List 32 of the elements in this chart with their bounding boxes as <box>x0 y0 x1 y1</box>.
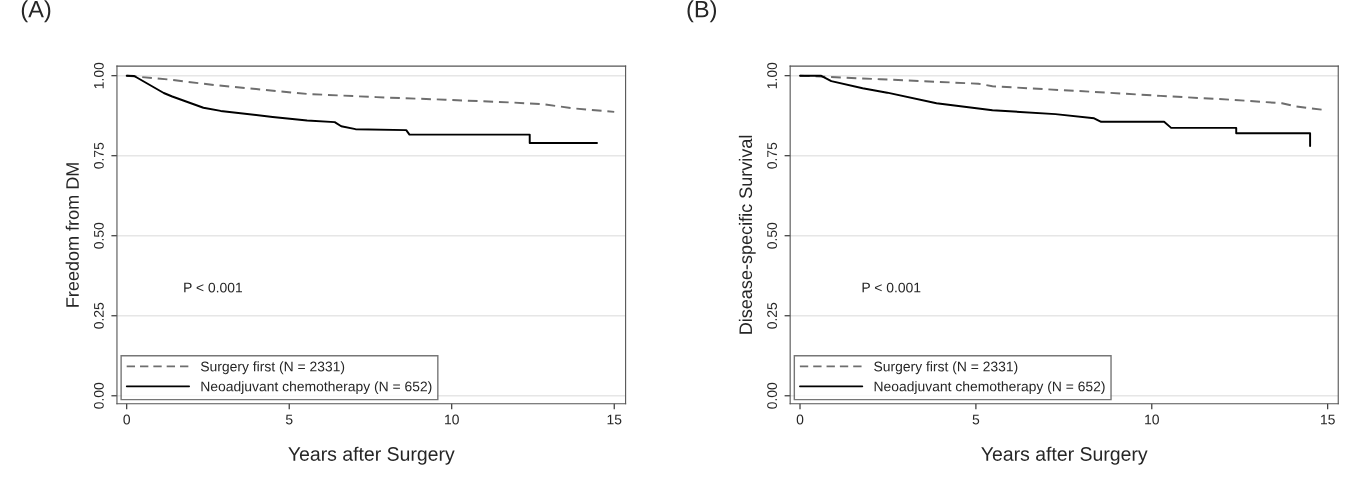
x-tick-label: 0 <box>123 414 131 425</box>
legend-label: Surgery first (N = 2331) <box>874 361 1018 375</box>
x-tick-label: 5 <box>972 414 980 425</box>
legend-label: Neoadjuvant chemotherapy (N = 652) <box>201 381 432 395</box>
line-series <box>799 74 1312 148</box>
x-axis-title: Years after Surgery <box>981 446 1148 465</box>
chart-title: (B) <box>687 0 717 23</box>
annotation: P < 0.001 <box>184 282 243 293</box>
y-tick-label: 0.25 <box>93 302 104 329</box>
legend-label: Neoadjuvant chemotherapy (N = 652) <box>874 381 1105 395</box>
y-axis-title: Freedom from DM <box>65 163 79 307</box>
y-tick-label: 1.00 <box>767 62 777 89</box>
y-tick-label: 0.00 <box>93 382 104 409</box>
annotation: P < 0.001 <box>862 282 921 293</box>
y-tick-label: 0.25 <box>767 302 777 329</box>
y-axis-title: Disease-specific Survival <box>738 135 756 334</box>
x-tick-label: 0 <box>796 414 804 425</box>
y-tick-label: 1.00 <box>93 62 104 89</box>
x-tick-label: 10 <box>445 414 459 425</box>
x-tick-label: 5 <box>285 414 293 425</box>
chart-title: (A) <box>21 0 51 23</box>
line-series <box>125 74 598 144</box>
legend-label: Surgery first (N = 2331) <box>200 361 345 375</box>
x-axis-title: Years after Surgery <box>288 446 455 465</box>
y-tick-label: 0.50 <box>767 222 777 249</box>
y-tick-label: 0.00 <box>767 382 777 409</box>
x-tick-label: 15 <box>1321 414 1335 425</box>
y-tick-label: 0.50 <box>93 222 104 249</box>
x-tick-label: 15 <box>607 414 622 425</box>
x-tick-label: 10 <box>1145 414 1159 425</box>
y-tick-label: 0.75 <box>767 142 777 169</box>
y-tick-label: 0.75 <box>93 142 104 169</box>
